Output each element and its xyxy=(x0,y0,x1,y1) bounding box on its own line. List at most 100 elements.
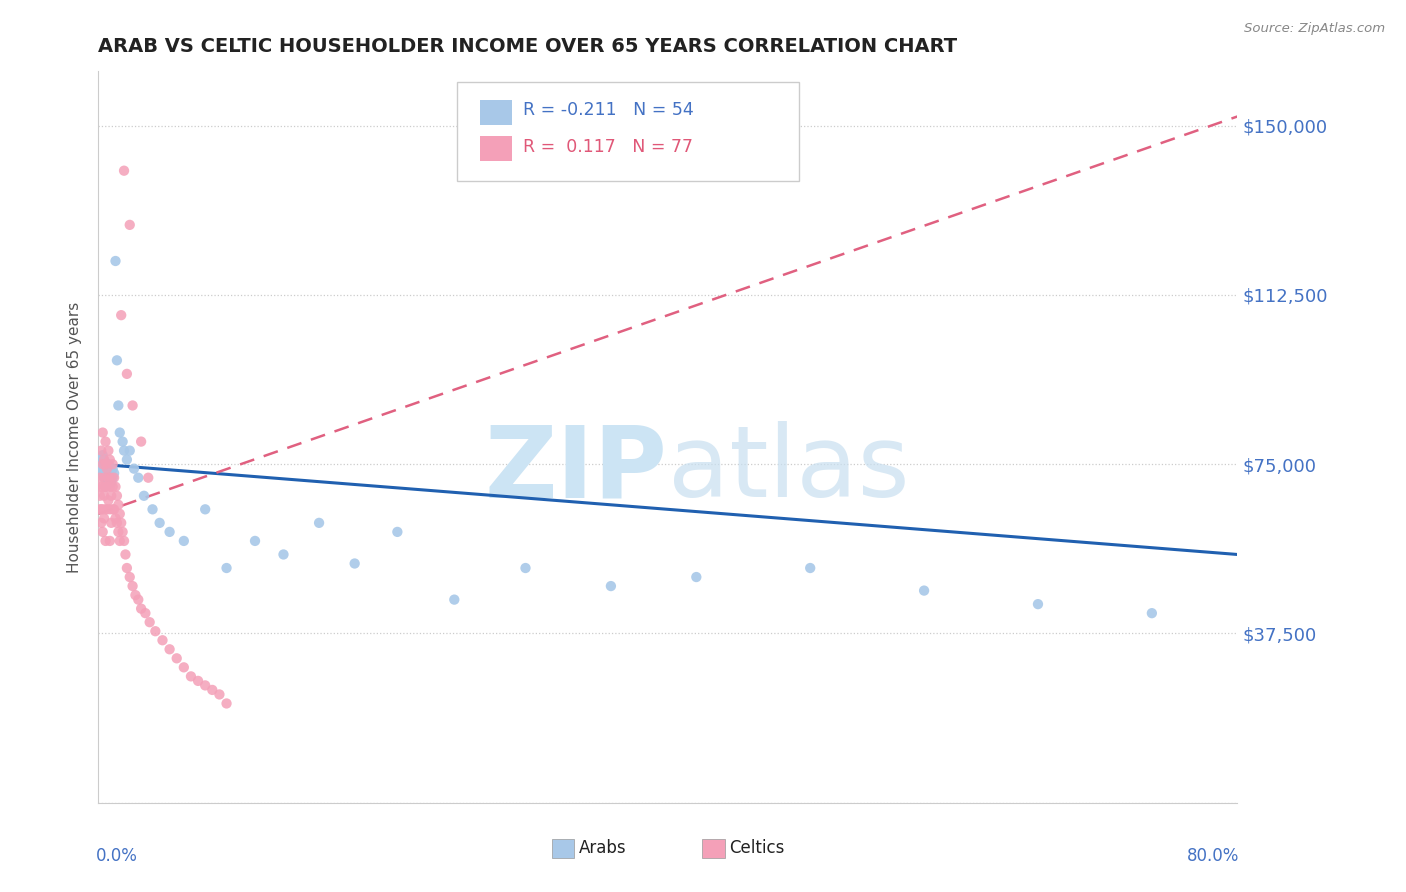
Point xyxy=(96,480,118,494)
Point xyxy=(96,502,118,516)
Y-axis label: Householder Income Over 65 years: Householder Income Over 65 years xyxy=(67,301,83,573)
Point xyxy=(201,682,224,697)
Bar xyxy=(702,839,725,858)
Point xyxy=(187,673,209,688)
Point xyxy=(685,570,707,584)
Point xyxy=(215,697,238,711)
Point xyxy=(89,502,111,516)
Point xyxy=(1140,606,1163,620)
Point xyxy=(129,434,152,449)
Point xyxy=(173,660,195,674)
Point xyxy=(134,606,156,620)
Point xyxy=(105,489,128,503)
Point xyxy=(96,461,118,475)
Point xyxy=(138,615,160,630)
Point xyxy=(122,461,145,475)
Point xyxy=(94,434,117,449)
Point xyxy=(166,651,188,665)
Point xyxy=(93,461,115,475)
Point xyxy=(115,561,138,575)
Point xyxy=(215,561,238,575)
Point xyxy=(89,471,111,485)
Point xyxy=(104,511,127,525)
Point xyxy=(136,471,159,485)
Point xyxy=(443,592,465,607)
Text: Source: ZipAtlas.com: Source: ZipAtlas.com xyxy=(1244,22,1385,36)
Bar xyxy=(479,100,512,125)
Point xyxy=(94,533,117,548)
Point xyxy=(105,353,128,368)
Point xyxy=(104,480,127,494)
Point xyxy=(91,448,114,462)
Point xyxy=(127,592,149,607)
Point xyxy=(100,466,122,480)
Text: 0.0%: 0.0% xyxy=(96,847,138,864)
Text: Arabs: Arabs xyxy=(579,839,627,857)
Point xyxy=(141,502,163,516)
Point xyxy=(101,502,124,516)
Point xyxy=(387,524,409,539)
Point xyxy=(96,461,118,475)
Point xyxy=(107,498,129,512)
Point xyxy=(308,516,330,530)
Point xyxy=(173,533,195,548)
Point xyxy=(89,489,111,503)
Point xyxy=(118,570,141,584)
Text: atlas: atlas xyxy=(668,422,910,518)
Point xyxy=(96,471,118,485)
FancyBboxPatch shape xyxy=(457,82,799,181)
Point xyxy=(101,480,124,494)
Point xyxy=(108,507,131,521)
Point xyxy=(118,218,141,232)
Point xyxy=(94,480,117,494)
Point xyxy=(89,457,111,471)
Point xyxy=(132,489,155,503)
Point xyxy=(90,516,112,530)
Point xyxy=(98,461,121,475)
Point xyxy=(93,452,115,467)
Point xyxy=(94,466,117,480)
Point xyxy=(121,579,143,593)
Text: 80.0%: 80.0% xyxy=(1187,847,1240,864)
Point xyxy=(208,688,231,702)
Point xyxy=(98,480,121,494)
Point xyxy=(273,548,295,562)
Point xyxy=(100,516,122,530)
Point xyxy=(101,461,124,475)
Point xyxy=(107,399,129,413)
Point xyxy=(180,669,202,683)
Point xyxy=(1026,597,1049,611)
Point xyxy=(799,561,821,575)
Point xyxy=(129,601,152,615)
Point xyxy=(97,471,120,485)
Bar xyxy=(479,136,512,161)
Point xyxy=(159,642,181,657)
Point xyxy=(93,471,115,485)
Point xyxy=(114,548,136,562)
Point xyxy=(93,471,115,485)
Point xyxy=(194,502,217,516)
Point xyxy=(115,452,138,467)
Text: R =  0.117   N = 77: R = 0.117 N = 77 xyxy=(523,137,693,156)
Point xyxy=(115,367,138,381)
Point xyxy=(97,457,120,471)
Point xyxy=(91,524,114,539)
Point xyxy=(912,583,935,598)
Point xyxy=(94,457,117,471)
Point xyxy=(112,533,135,548)
Point xyxy=(104,254,127,268)
Point xyxy=(91,457,114,471)
Point xyxy=(112,163,135,178)
Point xyxy=(97,466,120,480)
Point xyxy=(91,457,114,471)
Text: ZIP: ZIP xyxy=(485,422,668,518)
Point xyxy=(110,308,132,322)
Point xyxy=(98,502,121,516)
Point xyxy=(118,443,141,458)
Point xyxy=(243,533,266,548)
Point xyxy=(194,678,217,692)
Point xyxy=(101,457,124,471)
Point xyxy=(91,480,114,494)
Point xyxy=(145,624,167,639)
Point xyxy=(108,425,131,440)
